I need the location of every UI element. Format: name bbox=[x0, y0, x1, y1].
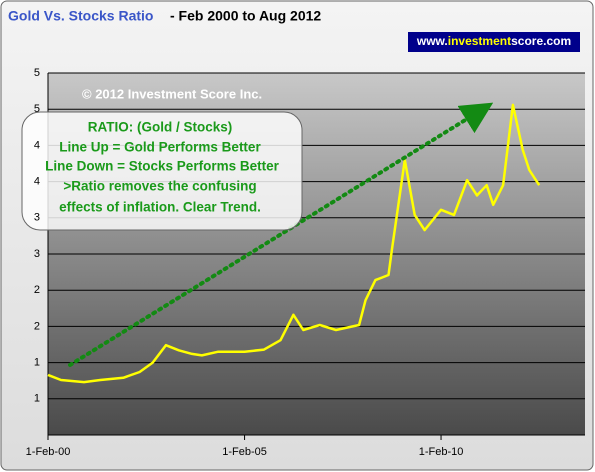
y-tick-label: 5 bbox=[34, 103, 40, 115]
chart-title: Gold Vs. Stocks Ratio bbox=[8, 8, 153, 24]
website-part: score.com bbox=[511, 34, 571, 48]
y-tick-label: 5 bbox=[34, 67, 40, 79]
y-tick-label: 2 bbox=[34, 320, 40, 332]
y-tick-label: 4 bbox=[34, 139, 40, 151]
annotation-line: RATIO: (Gold / Stocks) bbox=[88, 120, 233, 135]
y-tick-label: 4 bbox=[34, 176, 40, 188]
y-tick-label: 1 bbox=[34, 393, 40, 405]
website: www.investmentscore.com bbox=[416, 34, 571, 48]
website-part: www. bbox=[416, 34, 448, 48]
x-tick-label: 1-Feb-00 bbox=[26, 446, 71, 458]
y-tick-label: 3 bbox=[34, 212, 40, 224]
y-tick-label: 2 bbox=[34, 284, 40, 296]
x-tick-label: 1-Feb-10 bbox=[419, 446, 464, 458]
y-tick-label: 1 bbox=[34, 357, 40, 369]
annotation-line: >Ratio removes the confusing bbox=[63, 179, 256, 194]
annotation-box bbox=[21, 111, 303, 231]
y-tick-label: 3 bbox=[34, 248, 40, 260]
website-banner bbox=[408, 32, 580, 52]
annotation-line: effects of inflation. Clear Trend. bbox=[59, 200, 261, 215]
website-part: investment bbox=[448, 34, 511, 48]
annotation-line: Line Down = Stocks Performs Better bbox=[45, 159, 279, 174]
x-tick-label: 1-Feb-05 bbox=[222, 446, 267, 458]
chart-subtitle: - Feb 2000 to Aug 2012 bbox=[170, 8, 321, 24]
annotation-line: Line Up = Gold Performs Better bbox=[59, 140, 261, 155]
data-line bbox=[47, 103, 541, 384]
trend-arrow bbox=[68, 102, 494, 367]
copyright: © 2012 Investment Score Inc. bbox=[82, 86, 262, 101]
